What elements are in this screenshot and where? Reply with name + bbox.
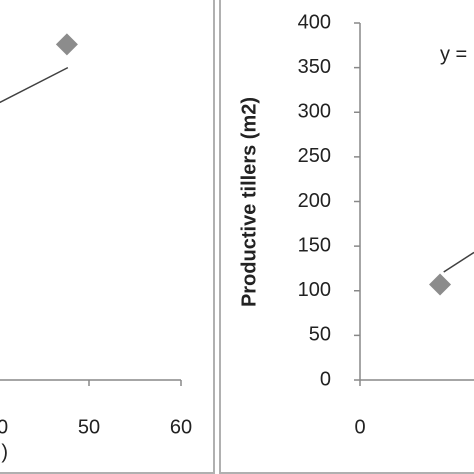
y-tick-label: 100 [298,279,331,301]
y-tick-label: 200 [298,190,331,212]
annotation: y = [440,43,467,65]
y-tick-label: 350 [298,56,331,78]
y-tick-label: 150 [298,234,331,256]
right-panel-frame [219,0,474,474]
data-point [55,33,78,56]
left-panel-frame [0,0,215,474]
y-tick-label: 0 [320,368,331,390]
x-tick-label: 60 [170,416,192,438]
y-axis-label: Productive tillers (m2) [238,97,260,307]
y-tick-label: 50 [309,324,331,346]
trendline [0,66,69,104]
x-tick-label: 0 [354,416,365,438]
y-tick-label: 400 [298,11,331,33]
x-tick-label: 40 [0,416,8,438]
x-tick-label: 50 [78,416,100,438]
x-axis-label: ) [1,441,8,463]
y-tick-label: 300 [298,101,331,123]
trendline [443,251,474,273]
data-point [429,273,452,296]
y-tick-label: 250 [298,145,331,167]
